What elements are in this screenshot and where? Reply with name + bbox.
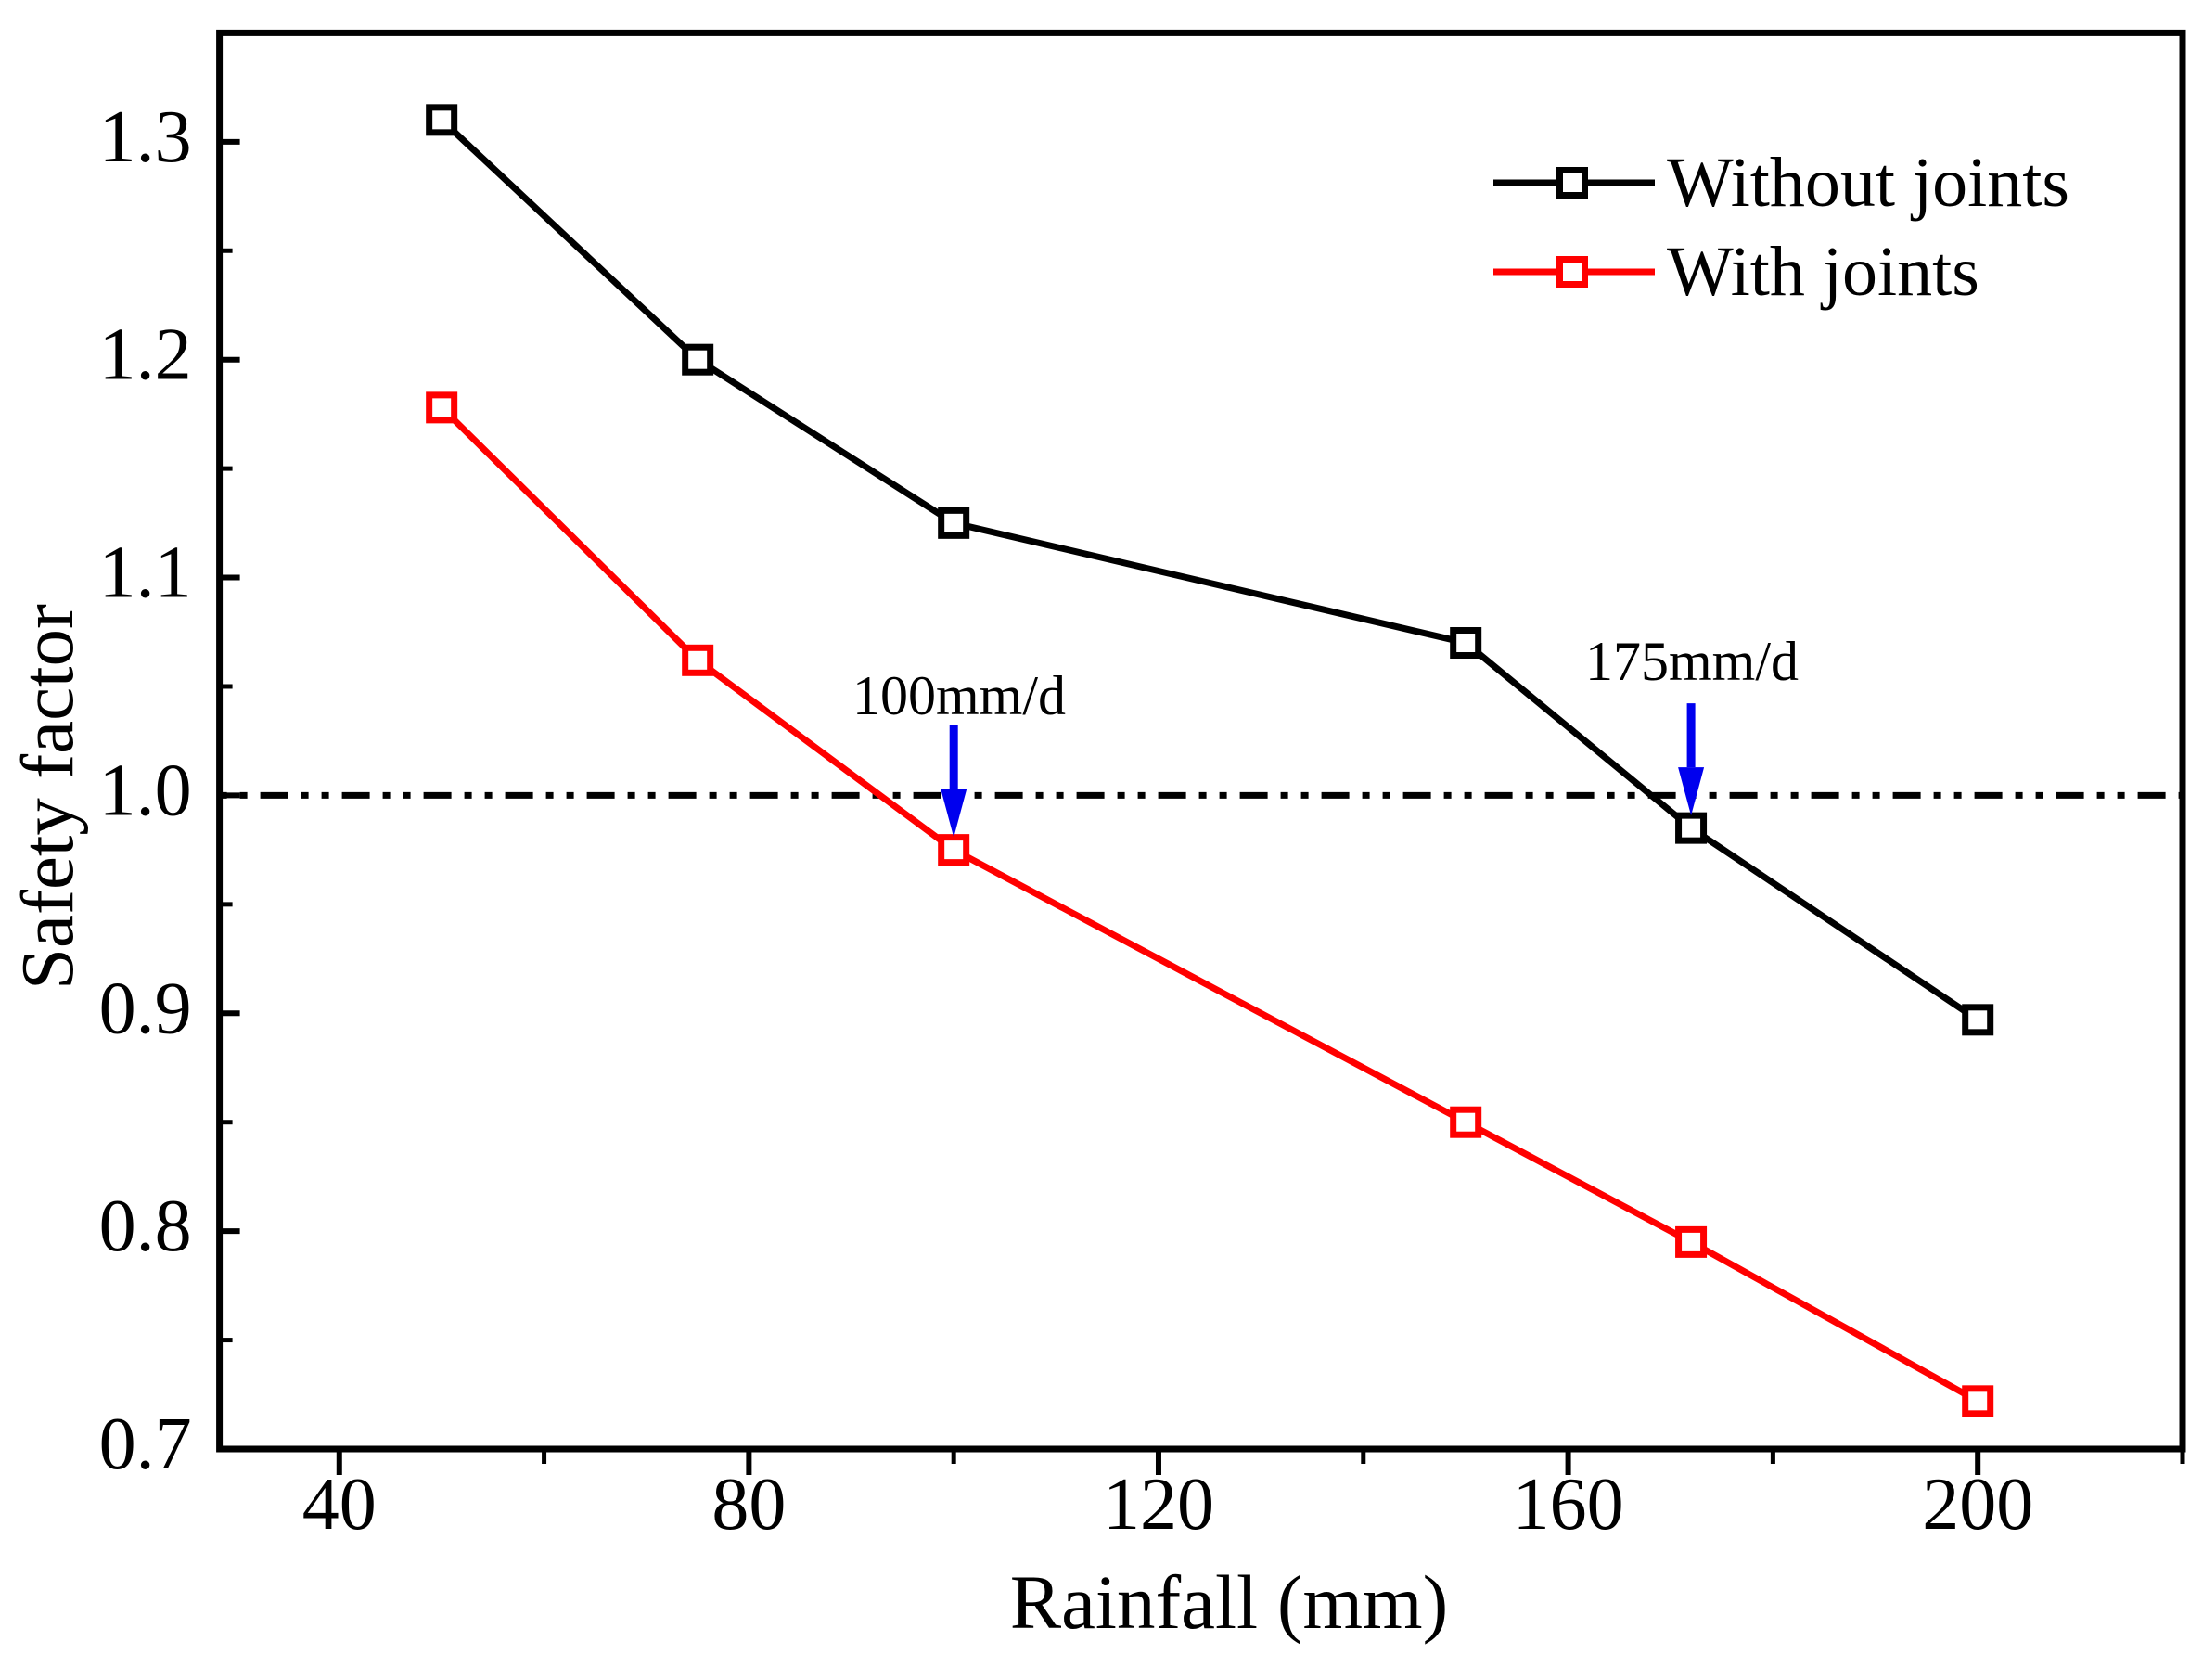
svg-text:1.0: 1.0 (99, 750, 192, 831)
svg-text:Rainfall (mm): Rainfall (mm) (1010, 1559, 1449, 1645)
svg-text:Safety factor: Safety factor (6, 604, 89, 990)
svg-text:160: 160 (1513, 1464, 1624, 1545)
svg-text:0.8: 0.8 (99, 1186, 192, 1267)
svg-text:80: 80 (711, 1464, 786, 1545)
svg-text:200: 200 (1922, 1464, 2033, 1545)
svg-text:0.9: 0.9 (99, 968, 192, 1049)
svg-text:1.3: 1.3 (99, 96, 192, 178)
svg-text:Without joints: Without joints (1667, 144, 2069, 222)
svg-text:1.2: 1.2 (99, 314, 192, 396)
svg-text:100mm/d: 100mm/d (852, 665, 1066, 726)
svg-text:40: 40 (302, 1464, 377, 1545)
svg-text:With joints: With joints (1667, 233, 1979, 311)
svg-text:1.1: 1.1 (99, 532, 192, 614)
svg-text:120: 120 (1103, 1464, 1214, 1545)
svg-text:0.7: 0.7 (99, 1404, 192, 1485)
svg-text:175mm/d: 175mm/d (1585, 631, 1799, 692)
